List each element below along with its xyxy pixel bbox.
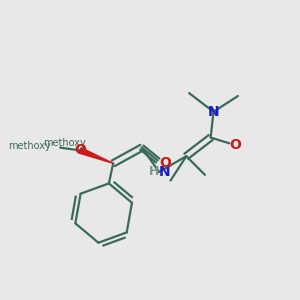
Text: methoxy: methoxy [43,138,86,148]
Text: N: N [208,105,219,119]
Text: O: O [230,138,242,152]
Polygon shape [79,148,113,164]
Text: methoxy: methoxy [8,141,51,151]
Text: N: N [158,165,170,179]
Text: O: O [74,143,86,158]
Text: H: H [149,165,159,178]
Text: O: O [159,156,171,170]
